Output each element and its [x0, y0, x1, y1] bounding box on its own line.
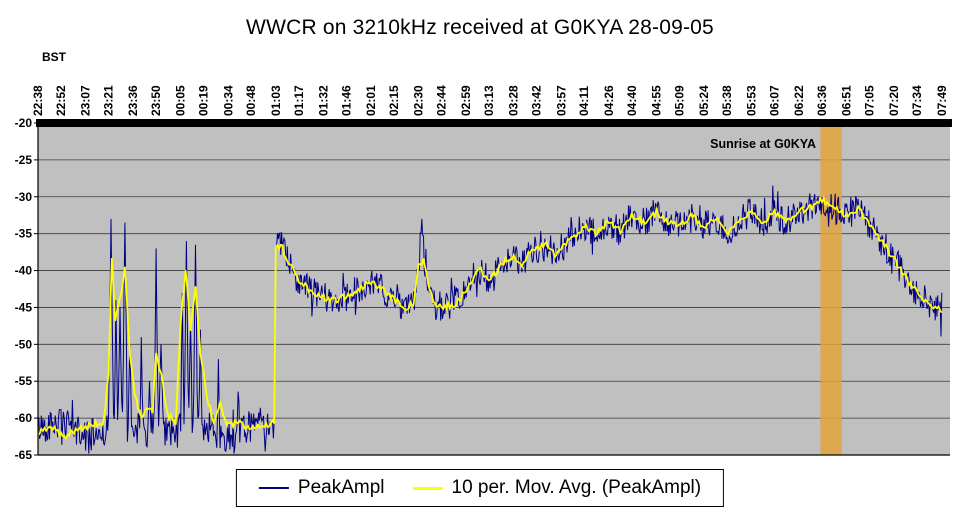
- legend: PeakAmpl 10 per. Mov. Avg. (PeakAmpl): [235, 469, 725, 507]
- x-tick-label: 02:01: [364, 85, 378, 116]
- chart-title: WWCR on 3210kHz received at G0KYA 28-09-…: [246, 16, 714, 39]
- x-tick-label: 04:40: [625, 85, 639, 116]
- y-tick-label: -35: [15, 227, 33, 241]
- x-tick-label: 02:30: [412, 85, 426, 116]
- y-tick-label: -50: [15, 337, 33, 351]
- x-tick-label: 01:32: [316, 85, 330, 116]
- x-tick-label: 03:42: [530, 85, 544, 116]
- sunrise-band: [820, 123, 842, 455]
- legend-label-movavg: 10 per. Mov. Avg. (PeakAmpl): [451, 477, 702, 498]
- x-tick-label: 07:49: [935, 85, 949, 116]
- movavg-line-swatch: [412, 486, 443, 490]
- x-axis-unit-label: BST: [42, 50, 66, 64]
- series-moving-avg: [37, 195, 943, 441]
- x-tick-label: 02:59: [459, 85, 473, 116]
- x-tick-label: 00:05: [174, 85, 188, 116]
- x-tick-label: 00:48: [244, 85, 258, 116]
- x-tick-label: 07:20: [887, 85, 901, 116]
- x-tick-label: 04:55: [649, 85, 663, 116]
- x-tick-label: 22:52: [54, 85, 68, 116]
- x-tick-label: 00:19: [197, 85, 211, 116]
- x-tick-label: 04:26: [602, 85, 616, 116]
- x-tick-label: 07:34: [910, 85, 924, 116]
- y-tick-label: -65: [15, 448, 33, 462]
- x-tick-label: 01:46: [339, 85, 353, 116]
- x-tick-label: 03:28: [507, 85, 521, 116]
- x-tick-label: 00:34: [221, 85, 235, 116]
- x-tick-label: 03:13: [482, 85, 496, 116]
- x-tick-label: 06:22: [792, 85, 806, 116]
- y-tick-label: -45: [15, 300, 33, 314]
- x-tick-label: 05:24: [697, 85, 711, 116]
- y-tick-label: -25: [15, 153, 33, 167]
- x-tick-label: 02:15: [387, 85, 401, 116]
- x-tick-label: 01:03: [269, 85, 283, 116]
- y-tick-label: -30: [15, 190, 33, 204]
- x-tick-label: 22:38: [31, 85, 45, 116]
- peakampl-line-swatch: [258, 487, 289, 489]
- x-tick-label: 06:07: [767, 85, 781, 116]
- x-tick-label: 23:07: [79, 85, 93, 116]
- x-tick-label: 03:57: [554, 85, 568, 116]
- x-tick-label: 02:44: [435, 85, 449, 116]
- x-tick-label: 07:05: [863, 85, 877, 116]
- x-tick-label: 05:53: [745, 85, 759, 116]
- x-tick-label: 06:51: [840, 85, 854, 116]
- y-tick-label: -60: [15, 411, 33, 425]
- sunrise-annotation: Sunrise at G0KYA: [710, 137, 816, 151]
- x-tick-label: 23:50: [149, 85, 163, 116]
- x-tick-label: 04:11: [577, 86, 591, 116]
- y-tick-label: -40: [15, 264, 33, 278]
- x-tick-label: 05:09: [672, 85, 686, 116]
- x-tick-label: 05:38: [720, 85, 734, 116]
- x-tick-label: 01:17: [292, 85, 306, 116]
- y-tick-label: -55: [15, 374, 33, 388]
- x-tick-label: 23:36: [126, 85, 140, 116]
- y-tick-label: -20: [15, 116, 33, 130]
- x-tick-label: 06:36: [815, 85, 829, 116]
- top-axis-bar: [36, 119, 952, 127]
- legend-item-peakampl: PeakAmpl: [258, 477, 385, 499]
- legend-label-peakampl: PeakAmpl: [297, 477, 385, 498]
- x-tick-label: 23:21: [102, 85, 116, 116]
- legend-item-movavg: 10 per. Mov. Avg. (PeakAmpl): [412, 477, 702, 499]
